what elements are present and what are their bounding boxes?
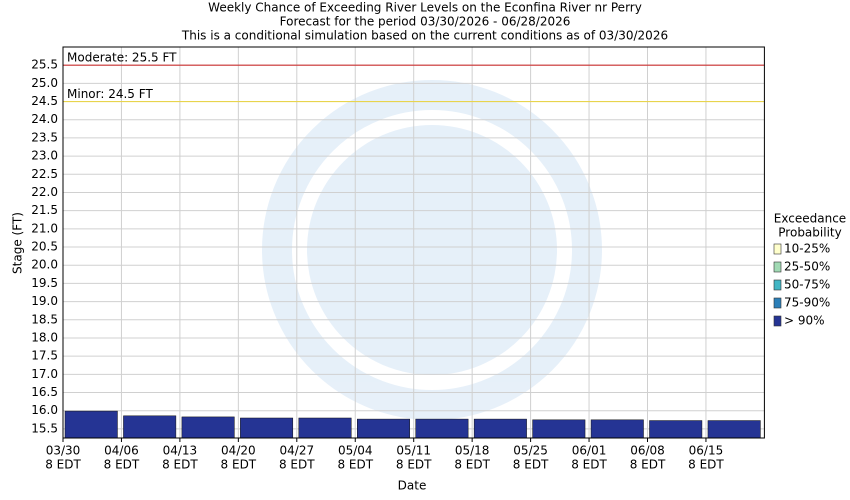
x-tick-sublabel: 8 EDT [279,458,315,472]
y-tick-label: 19.0 [31,294,58,308]
y-tick-label: 24.0 [31,112,58,126]
x-tick-sublabel: 8 EDT [45,458,81,472]
bar [415,418,469,439]
legend-title: Exceedance [774,212,846,226]
y-tick-label: 20.0 [31,258,58,272]
watermark [262,80,602,420]
x-tick-sublabel: 8 EDT [513,458,549,472]
y-tick-label: 21.5 [31,203,58,217]
bar [181,416,235,439]
bar [64,410,118,439]
legend-label: > 90% [784,314,825,328]
x-tick-label: 05/11 [396,444,431,458]
legend-swatch [773,261,782,273]
legend-swatch [773,243,782,255]
y-tick-label: 25.5 [31,58,58,72]
x-tick-label: 03/30 [46,444,81,458]
y-tick-label: 15.5 [31,421,58,435]
x-tick-label: 04/13 [163,444,198,458]
legend-swatch [773,315,782,327]
x-tick-label: 04/06 [104,444,139,458]
y-tick-label: 25.0 [31,76,58,90]
x-tick-label: 05/04 [338,444,373,458]
chart-subtitle: Forecast for the period 03/30/2026 - 06/… [280,15,571,29]
bar [473,418,527,439]
y-tick-label: 17.5 [31,349,58,363]
x-tick-sublabel: 8 EDT [337,458,373,472]
x-tick-sublabel: 8 EDT [221,458,257,472]
legend-label: 75-90% [784,296,830,310]
x-tick-label: 04/20 [221,444,256,458]
legend-swatch [773,297,782,309]
x-tick-label: 04/27 [280,444,315,458]
y-tick-label: 22.5 [31,167,58,181]
y-axis-label: Stage (FT) [11,212,25,274]
legend-label: 50-75% [784,278,830,292]
legend-label: 10-25% [784,242,830,256]
legend-label: 25-50% [784,260,830,274]
y-tick-label: 24.5 [31,94,58,108]
plot-border [62,46,765,439]
x-tick-sublabel: 8 EDT [396,458,432,472]
bar [123,415,177,439]
y-tick-label: 23.0 [31,149,58,163]
bar [649,420,703,439]
y-tick-label: 16.5 [31,385,58,399]
y-tick-label: 19.5 [31,276,58,290]
y-tick-label: 17.0 [31,367,58,381]
chart-title: Weekly Chance of Exceeding River Levels … [208,1,642,15]
bar [298,417,352,439]
x-tick-label: 06/01 [572,444,607,458]
x-tick-sublabel: 8 EDT [630,458,666,472]
threshold-label: Minor: 24.5 FT [67,87,153,101]
bar [357,418,410,439]
y-tick-label: 22.0 [31,185,58,199]
bar [707,420,761,439]
bar [532,419,586,439]
x-tick-label: 05/18 [455,444,490,458]
x-tick-label: 06/15 [689,444,724,458]
y-tick-label: 18.5 [31,312,58,326]
x-tick-label: 06/08 [630,444,665,458]
x-tick-sublabel: 8 EDT [104,458,140,472]
y-tick-label: 18.0 [31,330,58,344]
y-tick-label: 21.0 [31,221,58,235]
legend-swatch [773,279,782,291]
bar [590,419,644,439]
x-tick-sublabel: 8 EDT [162,458,198,472]
chart-subtitle: This is a conditional simulation based o… [181,29,668,43]
bar [240,417,294,439]
legend-title: Probability [778,226,841,240]
threshold-label: Moderate: 25.5 FT [67,51,177,65]
x-tick-sublabel: 8 EDT [688,458,724,472]
y-tick-label: 16.0 [31,403,58,417]
x-tick-sublabel: 8 EDT [454,458,490,472]
y-tick-label: 23.5 [31,130,58,144]
x-axis-label: Date [398,479,427,493]
x-tick-label: 05/25 [513,444,548,458]
x-tick-sublabel: 8 EDT [571,458,607,472]
y-tick-label: 20.5 [31,240,58,254]
